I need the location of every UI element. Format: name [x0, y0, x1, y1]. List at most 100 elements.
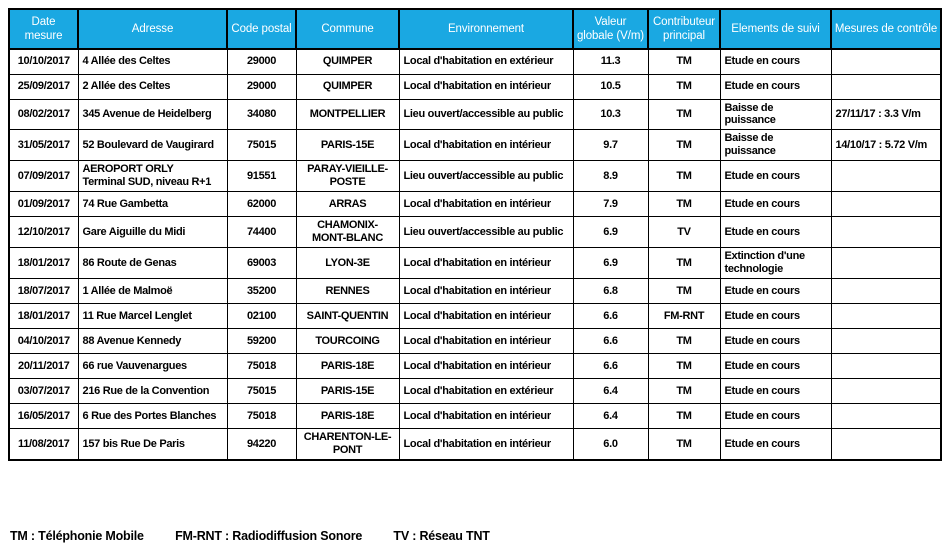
cell-environnement: Local d'habitation en extérieur	[398, 48, 574, 75]
cell-adresse: 6 Rue des Portes Blanches	[77, 403, 228, 430]
cell-valeur-globale: 9.7	[572, 129, 649, 162]
cell-adresse: 88 Avenue Kennedy	[77, 328, 228, 355]
cell-environnement: Lieu ouvert/accessible au public	[398, 98, 574, 131]
table-row: 31/05/2017 52 Boulevard de Vaugirard 75015…	[8, 129, 942, 162]
cell-contributeur-principal: TM	[647, 353, 721, 380]
cell-date-mesure: 31/05/2017	[8, 129, 79, 162]
cell-commune: PARIS-18E	[295, 403, 400, 430]
cell-mesures-de-controle	[830, 403, 942, 430]
cell-adresse: 2 Allée des Celtes	[77, 73, 228, 100]
table-row: 18/01/2017 11 Rue Marcel Lenglet 02100 SAIN…	[8, 303, 942, 330]
cell-code-postal: 75015	[226, 378, 297, 405]
cell-contributeur-principal: TM	[647, 328, 721, 355]
cell-elements-de-suivi: Etude en cours	[719, 303, 832, 330]
cell-adresse: 86 Route de Genas	[77, 247, 228, 280]
column-header-elements-de-suivi: Elements de suivi	[719, 8, 832, 50]
table-row: 11/08/2017 157 bis Rue De Paris 94220 CHARE…	[8, 428, 942, 461]
cell-adresse: 157 bis Rue De Paris	[77, 428, 228, 461]
cell-mesures-de-controle	[830, 303, 942, 330]
table-row: 07/09/2017 AEROPORT ORLY Terminal SUD, ni…	[8, 160, 942, 193]
cell-valeur-globale: 6.6	[572, 303, 649, 330]
cell-valeur-globale: 6.9	[572, 216, 649, 249]
table-row: 18/07/2017 1 Allée de Malmoë 35200 RENNES Lo…	[8, 278, 942, 305]
cell-code-postal: 75018	[226, 353, 297, 380]
table-row: 01/09/2017 74 Rue Gambetta 62000 ARRAS Local…	[8, 191, 942, 218]
cell-commune: PARIS-18E	[295, 353, 400, 380]
cell-code-postal: 75018	[226, 403, 297, 430]
cell-elements-de-suivi: Etude en cours	[719, 403, 832, 430]
cell-date-mesure: 20/11/2017	[8, 353, 79, 380]
cell-valeur-globale: 6.9	[572, 247, 649, 280]
cell-environnement: Local d'habitation en extérieur	[398, 378, 574, 405]
table-row: 08/02/2017 345 Avenue de Heidelberg 34080 M…	[8, 98, 942, 131]
cell-mesures-de-controle	[830, 216, 942, 249]
cell-environnement: Local d'habitation en intérieur	[398, 303, 574, 330]
cell-valeur-globale: 11.3	[572, 48, 649, 75]
cell-commune: SAINT-QUENTIN	[295, 303, 400, 330]
cell-environnement: Local d'habitation en intérieur	[398, 73, 574, 100]
column-header-commune: Commune	[295, 8, 400, 50]
cell-adresse: 66 rue Vauvenargues	[77, 353, 228, 380]
legend: TM : Téléphonie Mobile FM-RNT : Radiodif…	[10, 529, 518, 543]
cell-code-postal: 91551	[226, 160, 297, 193]
cell-date-mesure: 18/01/2017	[8, 303, 79, 330]
cell-mesures-de-controle	[830, 278, 942, 305]
cell-contributeur-principal: TM	[647, 191, 721, 218]
cell-adresse: 74 Rue Gambetta	[77, 191, 228, 218]
cell-mesures-de-controle	[830, 353, 942, 380]
cell-date-mesure: 03/07/2017	[8, 378, 79, 405]
cell-commune: QUIMPER	[295, 73, 400, 100]
cell-elements-de-suivi: Etude en cours	[719, 378, 832, 405]
cell-environnement: Local d'habitation en intérieur	[398, 403, 574, 430]
cell-elements-de-suivi: Etude en cours	[719, 191, 832, 218]
cell-environnement: Local d'habitation en intérieur	[398, 328, 574, 355]
legend-item-tv: TV : Réseau TNT	[393, 529, 490, 543]
cell-code-postal: 29000	[226, 48, 297, 75]
cell-environnement: Local d'habitation en intérieur	[398, 129, 574, 162]
cell-contributeur-principal: TM	[647, 98, 721, 131]
cell-adresse: 4 Allée des Celtes	[77, 48, 228, 75]
cell-valeur-globale: 10.3	[572, 98, 649, 131]
cell-valeur-globale: 6.6	[572, 353, 649, 380]
cell-code-postal: 62000	[226, 191, 297, 218]
cell-contributeur-principal: TM	[647, 160, 721, 193]
cell-elements-de-suivi: Extinction d'une technologie	[719, 247, 832, 280]
cell-contributeur-principal: TM	[647, 129, 721, 162]
cell-valeur-globale: 8.9	[572, 160, 649, 193]
cell-valeur-globale: 10.5	[572, 73, 649, 100]
cell-adresse: 11 Rue Marcel Lenglet	[77, 303, 228, 330]
cell-contributeur-principal: TV	[647, 216, 721, 249]
cell-environnement: Local d'habitation en intérieur	[398, 353, 574, 380]
cell-commune: PARIS-15E	[295, 129, 400, 162]
cell-commune: CHAMONIX-MONT-BLANC	[295, 216, 400, 249]
table-row: 18/01/2017 86 Route de Genas 69003 LYON-3E L…	[8, 247, 942, 280]
cell-environnement: Local d'habitation en intérieur	[398, 278, 574, 305]
table-row: 03/07/2017 216 Rue de la Convention 75015 P…	[8, 378, 942, 405]
cell-date-mesure: 07/09/2017	[8, 160, 79, 193]
cell-date-mesure: 18/01/2017	[8, 247, 79, 280]
cell-mesures-de-controle	[830, 73, 942, 100]
table-row: 25/09/2017 2 Allée des Celtes 29000 QUIMPER…	[8, 73, 942, 100]
cell-contributeur-principal: TM	[647, 378, 721, 405]
cell-adresse: Gare Aiguille du Midi	[77, 216, 228, 249]
column-header-code-postal: Code postal	[226, 8, 297, 50]
table-row: 10/10/2017 4 Allée des Celtes 29000 QUIMPER…	[8, 48, 942, 75]
cell-contributeur-principal: TM	[647, 428, 721, 461]
cell-valeur-globale: 6.4	[572, 378, 649, 405]
table-row: 16/05/2017 6 Rue des Portes Blanches 75018…	[8, 403, 942, 430]
cell-mesures-de-controle	[830, 247, 942, 280]
cell-elements-de-suivi: Etude en cours	[719, 73, 832, 100]
cell-date-mesure: 10/10/2017	[8, 48, 79, 75]
cell-commune: LYON-3E	[295, 247, 400, 280]
cell-mesures-de-controle	[830, 378, 942, 405]
column-header-adresse: Adresse	[77, 8, 228, 50]
column-header-date-mesure: Date mesure	[8, 8, 79, 50]
cell-code-postal: 34080	[226, 98, 297, 131]
cell-valeur-globale: 6.4	[572, 403, 649, 430]
legend-item-tm: TM : Téléphonie Mobile	[10, 529, 144, 543]
cell-date-mesure: 08/02/2017	[8, 98, 79, 131]
cell-adresse: 52 Boulevard de Vaugirard	[77, 129, 228, 162]
cell-adresse: 216 Rue de la Convention	[77, 378, 228, 405]
cell-date-mesure: 11/08/2017	[8, 428, 79, 461]
cell-contributeur-principal: TM	[647, 403, 721, 430]
